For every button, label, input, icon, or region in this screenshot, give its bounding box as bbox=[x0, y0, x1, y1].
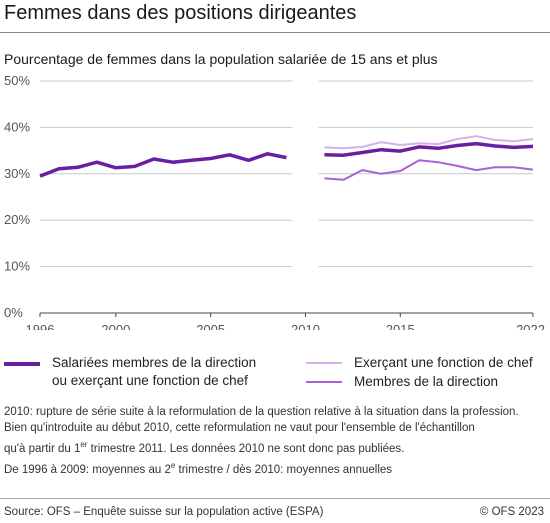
legend-item-chef: Exerçant une fonction de chef bbox=[306, 354, 550, 372]
y-tick-label: 40% bbox=[4, 119, 30, 134]
x-tick-label: 2015 bbox=[386, 322, 415, 330]
legend-item-total: Salariées membres de la direction ou exe… bbox=[4, 354, 284, 390]
legend-item-direction: Membres de la direction bbox=[306, 373, 550, 391]
legend-label-total: Salariées membres de la direction ou exe… bbox=[52, 355, 257, 388]
page-title: Femmes dans des positions dirigeantes bbox=[4, 2, 357, 24]
legend-swatch-total bbox=[4, 362, 40, 366]
note-averages: De 1996 à 2009: moyennes au 2e trimestre… bbox=[4, 461, 393, 476]
y-tick-label: 20% bbox=[4, 212, 30, 227]
axis-tick-labels: 0% 10% 20% 30% 40% 50% 1996 2000 2005 2010 2015 202… bbox=[4, 73, 545, 330]
line-chart: 0% 10% 20% 30% 40% 50% 1996 2000 2005 2010 2015 202… bbox=[4, 73, 545, 330]
series-break-gap bbox=[292, 79, 319, 311]
series-line-2-segment-0 bbox=[324, 159, 534, 181]
series-lines bbox=[39, 135, 534, 181]
note-break-line3: qu'à partir du 1er trimestre 2011. Les d… bbox=[4, 440, 405, 455]
legend-label-chef: Exerçant une fonction de chef bbox=[354, 355, 533, 370]
copyright-text: © OFS 2023 bbox=[479, 506, 544, 518]
chart-subtitle: Pourcentage de femmes dans la population… bbox=[4, 51, 438, 67]
x-tick-label: 2022 bbox=[516, 322, 545, 330]
series-line-0-segment-1 bbox=[324, 141, 534, 157]
x-tick-label: 2000 bbox=[101, 322, 130, 330]
y-tick-label: 10% bbox=[4, 259, 30, 274]
series-line-1-segment-0 bbox=[324, 135, 534, 150]
y-tick-label: 0% bbox=[4, 305, 23, 320]
note-break-line2: Bien qu'introduite au début 2010, cette … bbox=[4, 422, 475, 434]
x-tick-label: 2005 bbox=[196, 322, 225, 330]
source-text: Source: OFS – Enquête suisse sur la popu… bbox=[4, 506, 324, 518]
legend-swatch-chef bbox=[306, 362, 342, 364]
legend-swatch-direction bbox=[306, 381, 342, 383]
legend-label-direction: Membres de la direction bbox=[354, 374, 499, 389]
y-tick-label: 50% bbox=[4, 73, 30, 88]
x-tick-label: 1996 bbox=[26, 322, 55, 330]
footer-divider bbox=[0, 498, 550, 499]
x-tick-label: 2010 bbox=[291, 322, 320, 330]
title-divider bbox=[0, 32, 550, 33]
grid-lines bbox=[39, 79, 534, 317]
series-line-0-segment-0 bbox=[39, 152, 287, 178]
y-tick-label: 30% bbox=[4, 166, 30, 181]
note-break-line1: 2010: rupture de série suite à la reform… bbox=[4, 406, 519, 418]
